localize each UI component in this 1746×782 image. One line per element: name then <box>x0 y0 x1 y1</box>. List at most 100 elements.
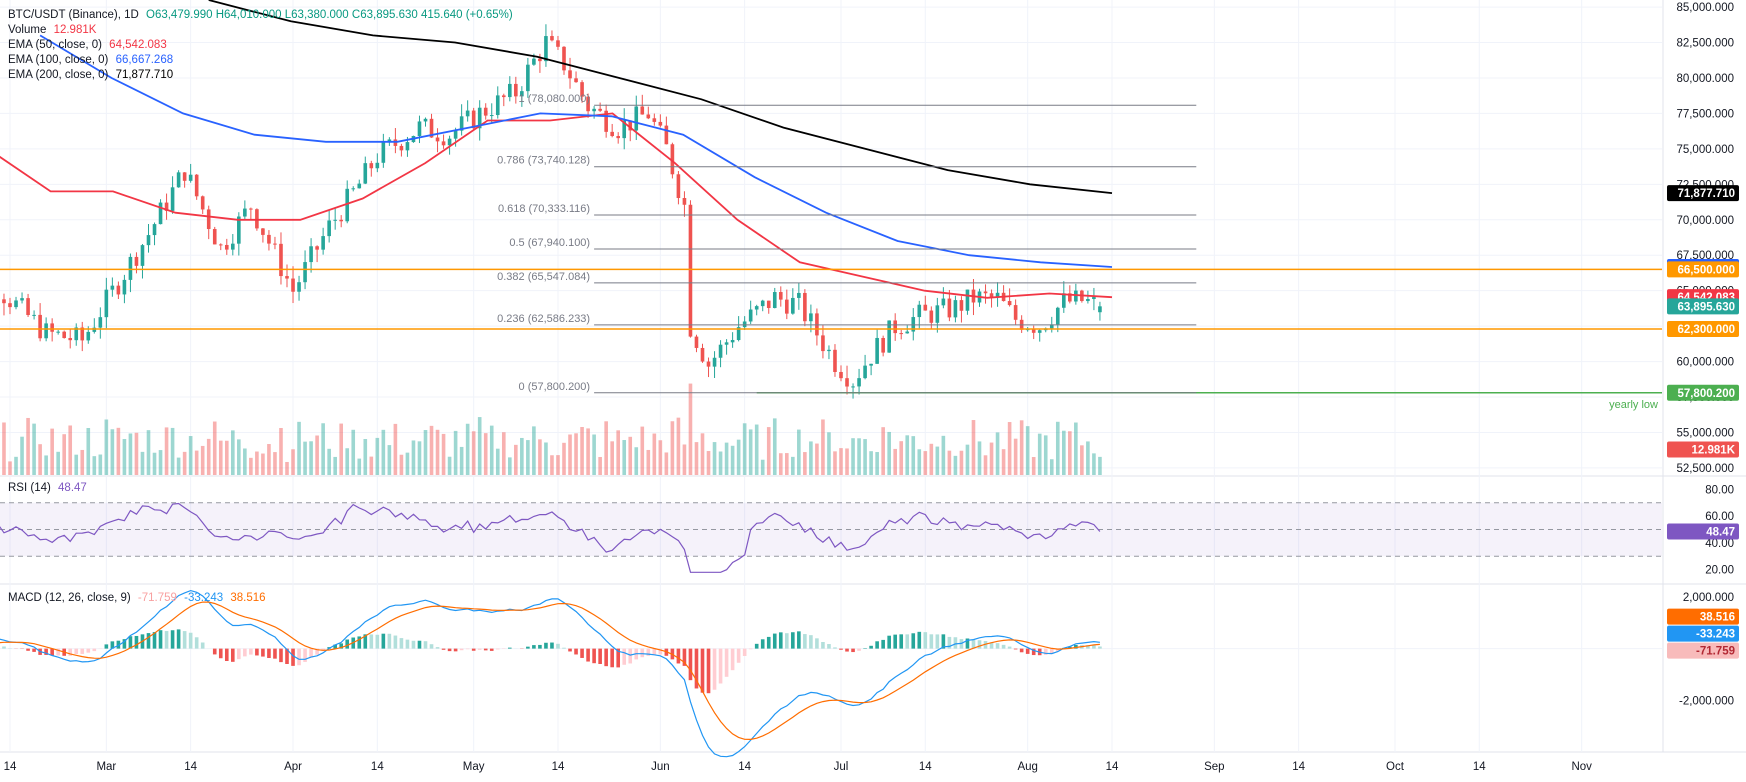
time-label[interactable]: Sep <box>1204 761 1224 773</box>
volume-bar <box>664 452 669 475</box>
macd-histogram-bar <box>791 632 795 649</box>
price-tick-label[interactable]: 82,500.000 <box>1676 38 1734 50</box>
time-label[interactable]: 14 <box>738 761 751 773</box>
volume-bar <box>724 442 729 475</box>
macd-tick-label[interactable]: -2,000.000 <box>1679 695 1734 707</box>
macd-tick-label[interactable]: 2,000.000 <box>1683 592 1734 604</box>
macd-histogram-bar <box>766 636 771 649</box>
candle-body <box>321 236 325 250</box>
price-tag <box>1667 298 1739 315</box>
macd-histogram-bar <box>610 648 614 668</box>
volume-bar <box>857 438 861 475</box>
time-label[interactable]: 14 <box>1473 761 1486 773</box>
macd-histogram-bar <box>797 631 801 649</box>
price-tag-label: 12.981K <box>1692 444 1736 456</box>
candle-body <box>261 228 265 235</box>
candle-body <box>809 313 813 322</box>
volume-bar <box>387 445 392 475</box>
price-tick-label[interactable]: 75,000.000 <box>1676 144 1734 156</box>
volume-bar <box>1068 431 1072 475</box>
ohlc-row: BTC/USDT (Binance), 1D O63,479.990 H64,0… <box>8 8 517 23</box>
time-label[interactable]: Jun <box>651 761 670 773</box>
macd-histogram-bar <box>279 648 283 663</box>
macd-hist-value: -71.759 <box>137 592 177 604</box>
macd-histogram-bar <box>435 647 440 649</box>
time-label[interactable]: Jul <box>834 761 849 773</box>
ema200-value: 71,877.710 <box>115 69 174 81</box>
volume-bar <box>32 423 36 475</box>
volume-bar <box>700 433 705 475</box>
volume-bar <box>893 448 898 475</box>
volume-bar <box>754 424 759 475</box>
volume-bar <box>1049 459 1054 475</box>
volume-bar <box>146 430 151 475</box>
fib-level-label: 0.618 (70,333.116) <box>498 203 590 215</box>
volume-bar <box>465 423 470 475</box>
time-axis[interactable]: 14 Mar 14 Apr 14 May 14 Jun 14 Jul 14 Aug 14 Sep 14 Oct… <box>4 761 1593 773</box>
time-label[interactable]: 14 <box>919 761 932 773</box>
candle-body <box>1007 301 1012 306</box>
macd-histogram-bar <box>224 648 229 662</box>
price-pane[interactable]: yearly low 1 (78,080.000) 0.786 (73,740.12… <box>0 0 1662 475</box>
volume-bar <box>8 461 12 475</box>
macd-pane[interactable] <box>0 589 1662 758</box>
volume-bar <box>550 455 554 475</box>
price-tick-label[interactable]: 55,000.000 <box>1676 427 1734 439</box>
time-label[interactable]: 14 <box>4 761 17 773</box>
time-label[interactable]: Apr <box>284 761 302 773</box>
candle-body <box>995 292 1000 298</box>
candle-body <box>50 323 54 332</box>
candle-body <box>483 107 488 116</box>
volume-bar <box>809 441 813 475</box>
candle-body <box>92 327 97 332</box>
time-label[interactable]: Mar <box>96 761 116 773</box>
time-label[interactable]: Nov <box>1571 761 1592 773</box>
ema100-label: EMA (100, close, 0) <box>8 54 109 66</box>
volume-bar <box>863 439 867 475</box>
candle-body <box>538 58 542 62</box>
volume-bar <box>953 455 958 475</box>
price-tick-label[interactable]: 80,000.000 <box>1676 73 1734 85</box>
rsi-tick-label[interactable]: 80.00 <box>1705 484 1734 496</box>
volume-bar <box>935 446 940 475</box>
rsi-tick-label[interactable]: 20.00 <box>1705 565 1734 577</box>
time-label[interactable]: Aug <box>1017 761 1037 773</box>
volume-bar <box>971 420 976 475</box>
volume-bar <box>411 440 416 475</box>
macd-histogram-bar <box>694 648 699 689</box>
macd-histogram-bar <box>887 635 891 649</box>
candle-body <box>1074 290 1078 302</box>
price-tick-label[interactable]: 77,500.000 <box>1676 108 1734 120</box>
price-tick-label[interactable]: 60,000.000 <box>1676 357 1734 369</box>
candle-body <box>791 297 795 314</box>
time-label[interactable]: 14 <box>552 761 565 773</box>
time-label[interactable]: 14 <box>1106 761 1119 773</box>
volume-bar <box>459 446 464 475</box>
macd-histogram-bar <box>44 648 48 655</box>
candle-body <box>556 40 560 47</box>
time-label[interactable]: 14 <box>184 761 197 773</box>
rsi-pane[interactable] <box>0 502 1662 573</box>
volume-bar <box>652 433 657 475</box>
time-label[interactable]: 14 <box>1292 761 1305 773</box>
candle-body <box>26 298 30 315</box>
macd-histogram-bar <box>580 648 584 658</box>
time-label[interactable]: May <box>463 761 485 773</box>
rsi-tick-label[interactable]: 40.00 <box>1705 538 1734 550</box>
candle-body <box>453 130 458 139</box>
candle-body <box>706 361 711 367</box>
symbol-label: BTC/USDT (Binance), 1D <box>8 9 139 21</box>
time-label[interactable]: 14 <box>371 761 384 773</box>
candle-body <box>128 256 133 280</box>
candle-body <box>827 349 831 352</box>
price-tick-label[interactable]: 70,000.000 <box>1676 215 1734 227</box>
rsi-tick-label[interactable]: 60.00 <box>1705 511 1734 523</box>
volume-bar <box>532 426 536 475</box>
price-tick-label[interactable]: 85,000.000 <box>1676 2 1734 14</box>
candle-body <box>429 118 434 138</box>
price-tick-label[interactable]: 52,500.000 <box>1676 463 1734 475</box>
volume-bar <box>321 423 325 475</box>
time-label[interactable]: Oct <box>1386 761 1405 773</box>
candle-body <box>610 131 614 137</box>
